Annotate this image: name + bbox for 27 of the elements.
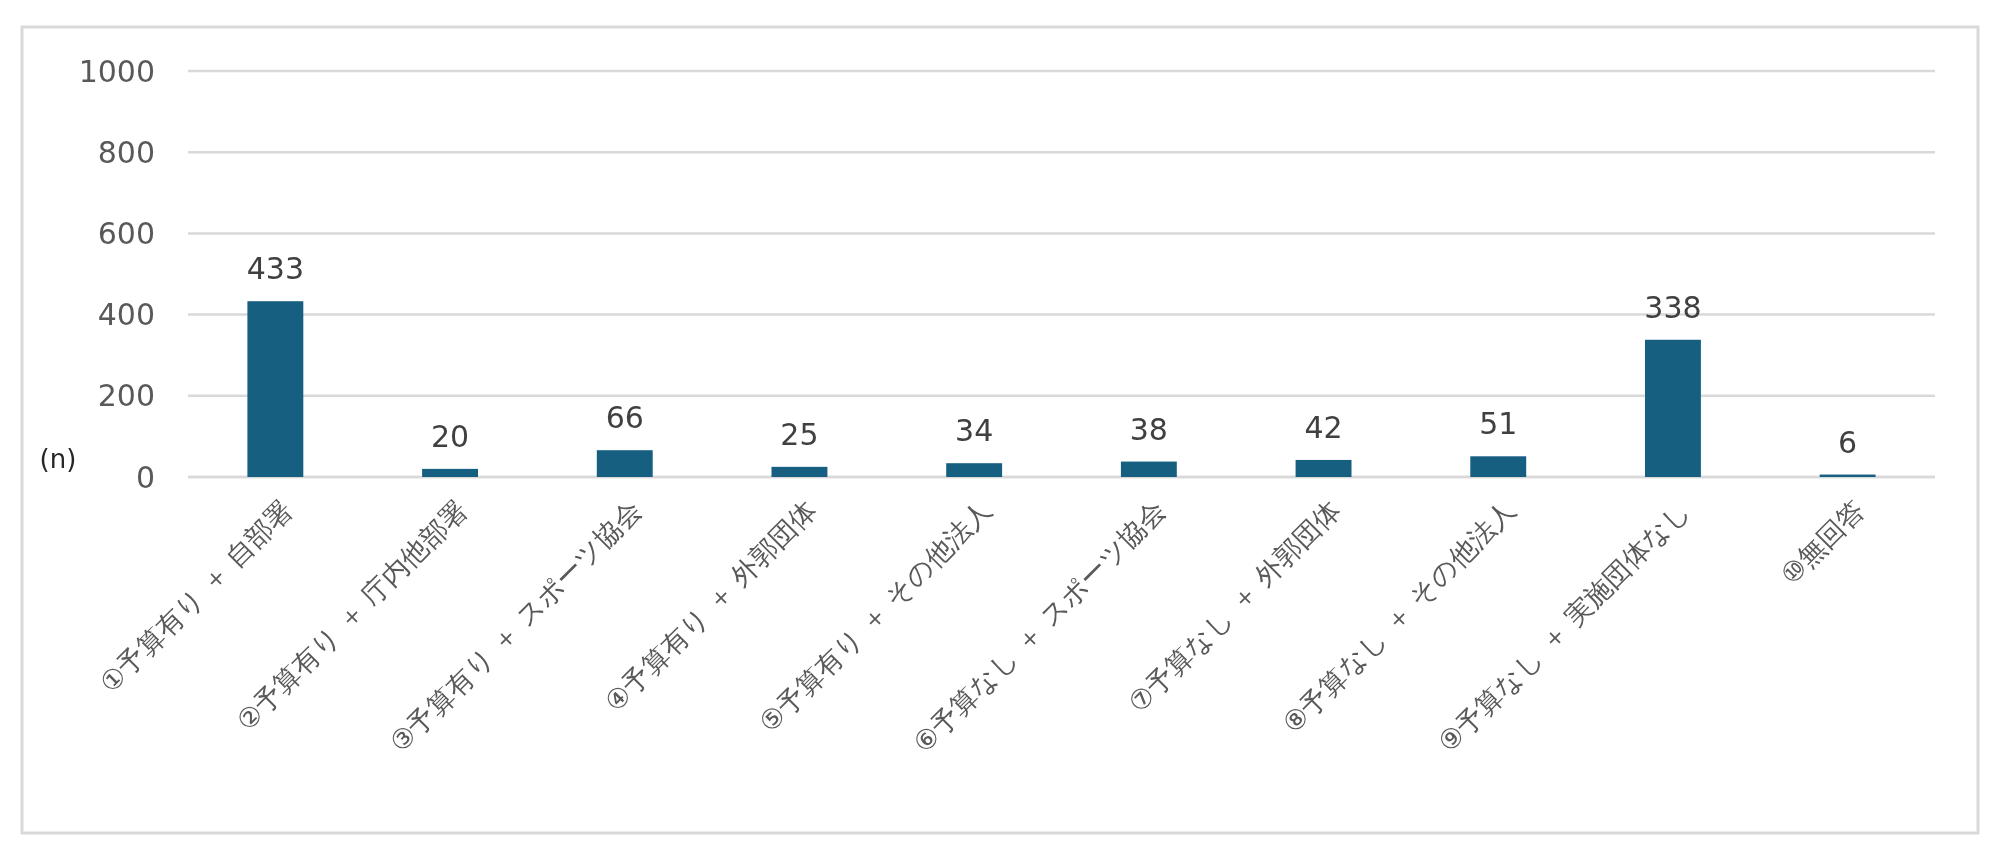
data-label: 20 <box>430 418 470 454</box>
data-label: 25 <box>780 416 819 452</box>
bar <box>1295 459 1352 477</box>
data-label: 42 <box>1304 409 1343 445</box>
data-label: 66 <box>605 400 644 436</box>
y-tick-label: 600 <box>97 215 155 251</box>
y-tick-label: 200 <box>97 378 155 414</box>
bar <box>247 301 304 477</box>
data-label: 51 <box>1479 406 1518 442</box>
y-tick-label: 0 <box>135 459 155 495</box>
data-label: 338 <box>1644 289 1702 325</box>
bar <box>946 463 1003 477</box>
bar <box>1645 339 1701 477</box>
y-axis-title: (n) <box>39 444 77 474</box>
bar <box>422 468 478 477</box>
bar <box>1470 456 1527 477</box>
bar <box>596 450 653 477</box>
data-label: 34 <box>955 413 994 449</box>
data-label: 38 <box>1129 411 1168 447</box>
data-label: 433 <box>246 251 304 287</box>
data-label: 6 <box>1838 424 1858 460</box>
x-tick-label: ⑩無回答 <box>1774 494 1871 591</box>
y-tick-label: 1000 <box>78 53 155 89</box>
bar <box>1120 461 1177 477</box>
y-tick-label: 400 <box>97 297 155 333</box>
y-tick-label: 800 <box>97 134 155 170</box>
bar <box>771 466 828 477</box>
